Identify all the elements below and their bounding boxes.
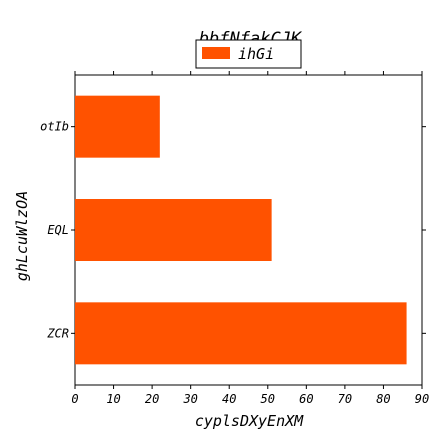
- x-tick-label: 30: [182, 392, 197, 406]
- bar-zcr: [75, 302, 407, 365]
- x-axis-label: cyplsDXyEnXM: [195, 412, 304, 430]
- x-tick-label: 40: [222, 392, 236, 406]
- x-tick-label: 0: [71, 392, 78, 406]
- bar-eql: [75, 199, 272, 261]
- x-tick-label: 50: [261, 392, 275, 406]
- bar-otib: [75, 95, 160, 158]
- y-axis-label: ghLcuWlzOA: [13, 191, 31, 281]
- x-tick-label: 80: [376, 392, 390, 406]
- category-label: otIb: [40, 120, 69, 134]
- x-tick-label: 20: [145, 392, 159, 406]
- x-tick-label: 60: [299, 392, 313, 406]
- x-tick-label: 10: [106, 392, 120, 406]
- x-tick-label: 70: [338, 392, 352, 406]
- category-label: EQL: [47, 223, 69, 237]
- plot-area: ZCR EQL otIb 0 10 20 30 40 50 60 70 80 90: [40, 71, 429, 406]
- legend: ihGi: [195, 39, 302, 69]
- legend-label: ihGi: [238, 45, 274, 63]
- category-label: ZCR: [46, 326, 69, 340]
- x-tick-label: 90: [415, 392, 429, 406]
- legend-swatch: [202, 47, 230, 59]
